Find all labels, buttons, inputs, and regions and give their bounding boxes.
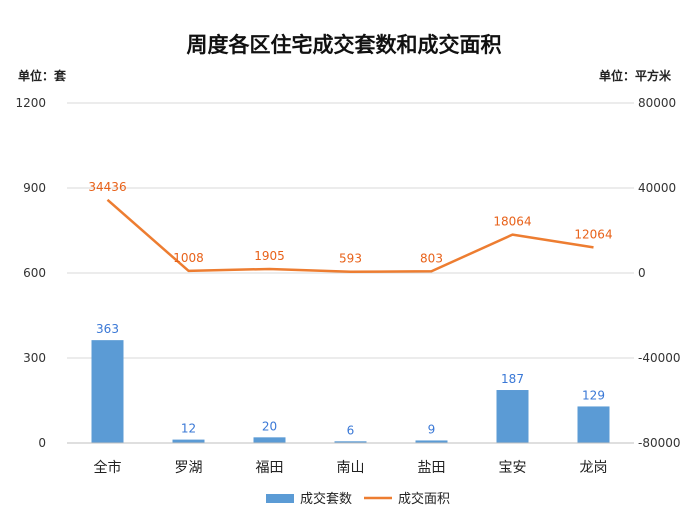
x-tick-label: 宝安	[499, 460, 527, 476]
line-value-label: 18064	[493, 215, 531, 229]
left-tick-label: 300	[23, 351, 46, 365]
bar	[253, 437, 286, 443]
legend-bar-swatch	[266, 494, 294, 503]
left-tick-label: 1200	[15, 96, 46, 110]
right-tick-label: -40000	[638, 351, 681, 365]
bar-series	[91, 340, 610, 443]
bar-value-label: 363	[96, 322, 119, 336]
right-axis-unit: 单位：平方米	[599, 68, 672, 83]
line-value-label: 12064	[574, 227, 612, 241]
bar-value-label: 129	[582, 388, 605, 402]
bar	[91, 340, 124, 443]
right-tick-label: 80000	[638, 96, 676, 110]
left-tick-label: 600	[23, 266, 46, 280]
line-value-label: 803	[420, 251, 443, 265]
bar	[172, 439, 205, 443]
bar	[334, 441, 367, 443]
line-value-label: 34436	[88, 180, 126, 194]
legend: 成交套数 成交面积	[266, 491, 450, 507]
line-series	[106, 198, 594, 273]
right-tick-label: 0	[638, 266, 646, 280]
line-value-label: 593	[339, 252, 362, 266]
line-value-label: 1905	[254, 249, 285, 263]
x-tick-label: 罗湖	[175, 460, 203, 476]
x-tick-label: 盐田	[418, 460, 446, 476]
bar-value-label: 12	[181, 422, 196, 436]
bar-value-label: 20	[262, 419, 277, 433]
bar-value-label: 6	[347, 423, 355, 437]
left-tick-label: 900	[23, 181, 46, 195]
bar-value-label: 187	[501, 372, 524, 386]
right-tick-label: 40000	[638, 181, 676, 195]
x-tick-label: 龙岗	[580, 460, 608, 476]
left-axis-unit: 单位：套	[18, 68, 67, 83]
axes: 0 300 600 900 1200 -80000 -40000 0 40000 80000 全市 罗…	[15, 96, 680, 476]
data-labels: 363 12 20 6 9 187 129 34436 1008 1905 593 803 18064 1…	[88, 180, 612, 437]
x-tick-label: 福田	[256, 460, 284, 476]
grid-lines	[67, 102, 634, 359]
area-line	[106, 198, 594, 273]
x-tick-label: 南山	[337, 460, 365, 476]
legend-line-label: 成交面积	[398, 491, 450, 507]
legend-bar-label: 成交套数	[300, 491, 352, 507]
line-value-label: 1008	[173, 251, 204, 265]
bar	[496, 390, 529, 443]
left-tick-label: 0	[38, 436, 46, 450]
chart-title: 周度各区住宅成交套数和成交面积	[187, 32, 502, 57]
bar	[577, 406, 610, 443]
x-tick-label: 全市	[94, 459, 122, 476]
right-tick-label: -80000	[638, 436, 681, 450]
bar-value-label: 9	[428, 422, 436, 436]
bar	[415, 440, 448, 443]
